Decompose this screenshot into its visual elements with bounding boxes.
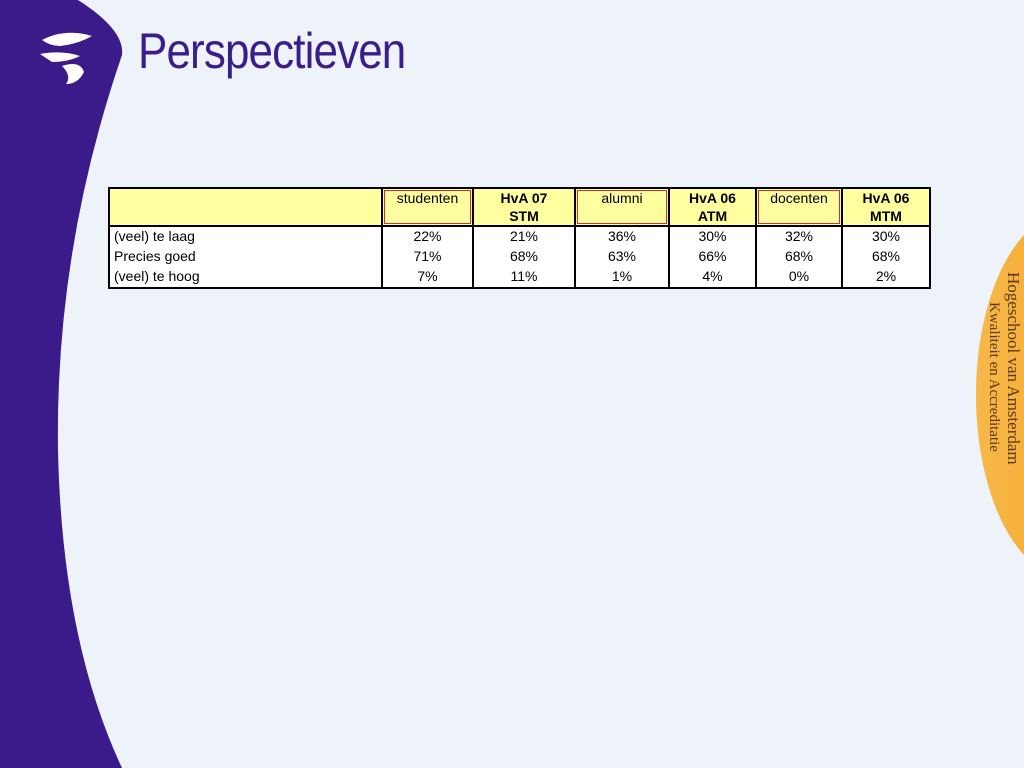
cell: 71% [381,247,474,267]
row-label: (veel) te laag [108,226,383,247]
cell: 7% [381,267,474,289]
sidebar-line2: Kwaliteit en Accreditatie [986,302,1002,452]
slide-title: Perspectieven [138,23,406,79]
data-row: (veel) te hoog 7% 11% 1% 4% 0% 2% [108,267,931,289]
data-row: Precies goed 71% 68% 63% 66% 68% 68% [108,247,931,267]
header-cell: HvA 07 STM [472,187,576,227]
row-label: (veel) te hoog [108,267,383,289]
cell: 68% [472,247,576,267]
cell: 68% [841,247,931,267]
cell: 63% [574,247,670,267]
data-row: (veel) te laag 22% 21% 36% 30% 32% 30% [108,226,931,247]
cell: 32% [755,226,843,247]
cell: 66% [668,247,757,267]
cell: 30% [841,226,931,247]
cell: 68% [755,247,843,267]
sidebar-line1: Hogeschool van Amsterdam [1004,272,1023,465]
cell: 4% [668,267,757,289]
cell: 2% [841,267,931,289]
logo [40,32,92,84]
header-cell: HvA 06 ATM [668,187,757,227]
orange-shape [976,235,1024,555]
results-table: studenten HvA 07 STM alumni HvA 06 ATM docen… [108,187,931,289]
cell: 0% [755,267,843,289]
cell: 30% [668,226,757,247]
row-label: Precies goed [108,247,383,267]
header-cell: studenten [381,187,474,227]
cell: 11% [472,267,576,289]
cell: 22% [381,226,474,247]
header-cell [108,187,383,227]
cell: 1% [574,267,670,289]
header-cell: docenten [755,187,843,227]
purple-band [0,0,123,768]
header-cell: alumni [574,187,670,227]
header-cell: HvA 06 MTM [841,187,931,227]
header-row: studenten HvA 07 STM alumni HvA 06 ATM docen… [108,187,931,227]
cell: 21% [472,226,576,247]
cell: 36% [574,226,670,247]
